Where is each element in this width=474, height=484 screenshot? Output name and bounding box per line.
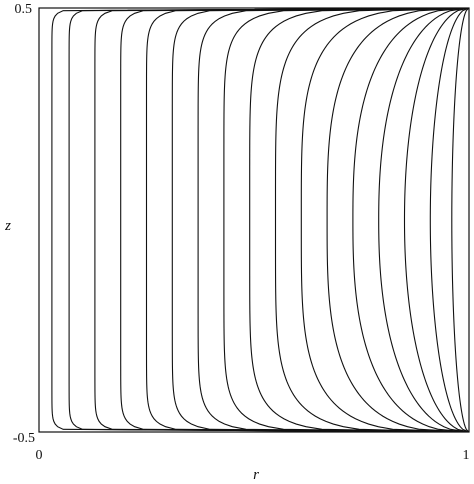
contour-line-4: [120, 7, 470, 433]
plot-frame: [38, 7, 470, 433]
contour-line-17: [451, 7, 470, 433]
x-tick-left: 0: [36, 448, 43, 463]
contour-line-6: [171, 7, 470, 433]
contour-line-15: [403, 7, 470, 433]
contour-line-7: [197, 7, 470, 433]
y-axis-label: z: [4, 218, 11, 234]
contour-line-5: [145, 7, 470, 433]
x-tick-right: 1: [463, 448, 470, 463]
y-tick-top: 0.5: [15, 2, 33, 17]
contour-line-10: [274, 7, 470, 433]
contour-line-2: [68, 7, 470, 433]
contour-curves: [51, 7, 470, 433]
contour-line-3: [94, 7, 470, 433]
contour-line-16: [429, 7, 470, 433]
contour-line-9: [249, 7, 470, 433]
contour-line-11: [300, 7, 470, 433]
contour-line-13: [352, 7, 470, 433]
x-axis-label: r: [253, 467, 259, 483]
contour-line-8: [223, 7, 470, 433]
y-tick-bottom: -0.5: [13, 431, 35, 446]
contour-line-14: [378, 7, 470, 433]
contour-line-12: [326, 7, 470, 433]
contour-line-1: [51, 7, 470, 433]
